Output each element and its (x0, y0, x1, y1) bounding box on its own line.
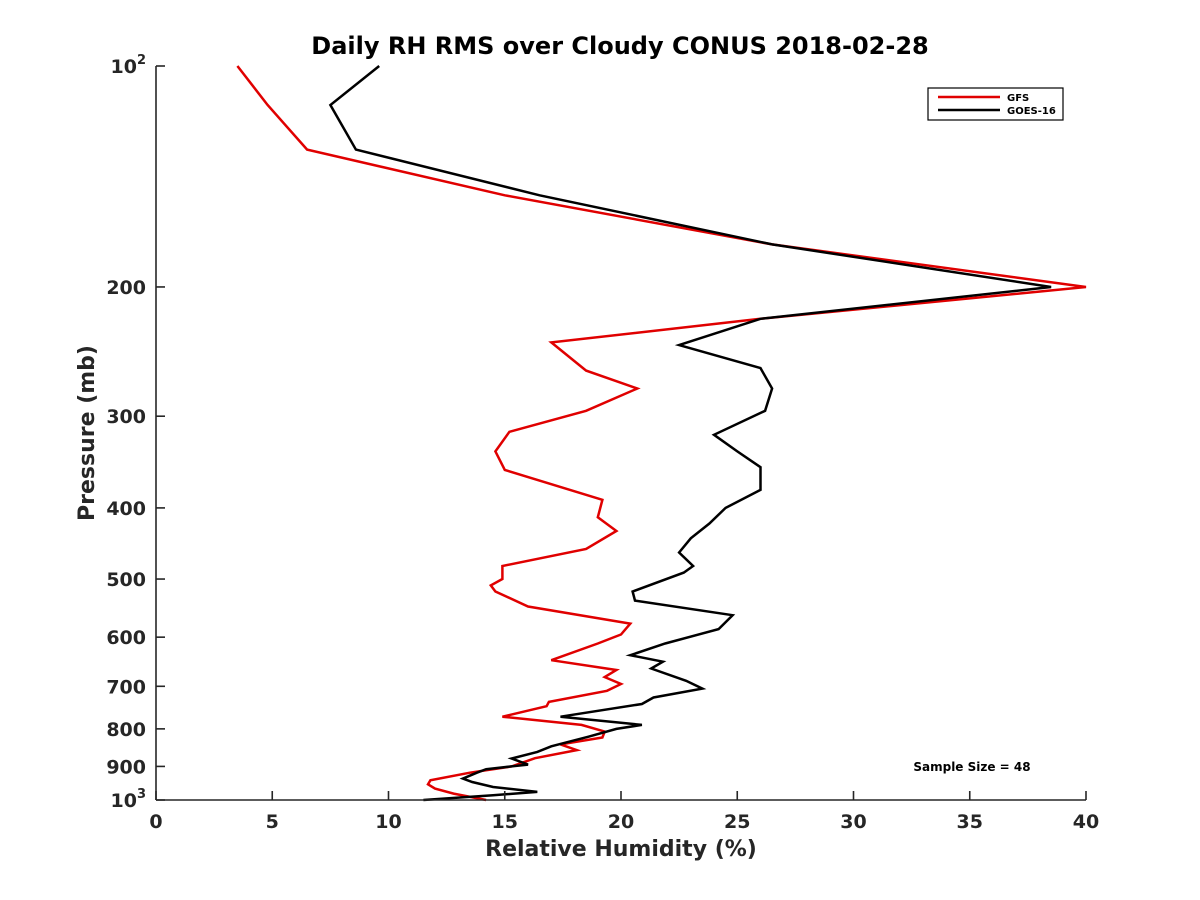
y-tick-label: 103 (111, 787, 147, 812)
chart-title: Daily RH RMS over Cloudy CONUS 2018-02-2… (311, 32, 928, 60)
x-tick-label: 20 (608, 811, 634, 833)
y-tick-label: 102 (111, 53, 147, 78)
series-line-gfs (236, 65, 1087, 802)
x-tick-label: 5 (266, 811, 279, 833)
x-tick-label: 15 (492, 811, 518, 833)
series-layer (236, 65, 1087, 802)
y-tick-label: 500 (106, 569, 146, 591)
y-tick-label: 800 (106, 719, 146, 741)
legend-box (927, 87, 1064, 121)
x-tick-label: 10 (375, 811, 401, 833)
series-line-goes16 (328, 65, 1052, 802)
y-ticks: 102 200 300 400 500 600 700 800 900 103 (106, 53, 165, 812)
x-tick-label: 40 (1073, 811, 1099, 833)
x-tick-label: 25 (724, 811, 750, 833)
x-tick-label: 35 (957, 811, 983, 833)
legend-label-goes16: GOES-16 (1007, 106, 1056, 117)
y-tick-label: 400 (106, 498, 146, 520)
y-axis-label: Pressure (mb) (75, 345, 100, 521)
y-tick-label: 200 (106, 277, 146, 299)
x-ticks: 0 5 10 15 20 25 30 35 40 (149, 791, 1099, 833)
x-tick-label: 0 (149, 811, 162, 833)
y-tick-label: 300 (106, 406, 146, 428)
x-axis-label: Relative Humidity (%) (485, 837, 757, 862)
legend: GFS GOES-16 (927, 87, 1064, 121)
legend-label-gfs: GFS (1007, 93, 1029, 104)
y-tick-label: 900 (106, 756, 146, 778)
y-tick-label: 700 (106, 676, 146, 698)
x-tick-label: 30 (840, 811, 866, 833)
y-tick-label: 600 (106, 627, 146, 649)
sample-size-annotation: Sample Size = 48 (913, 760, 1030, 774)
